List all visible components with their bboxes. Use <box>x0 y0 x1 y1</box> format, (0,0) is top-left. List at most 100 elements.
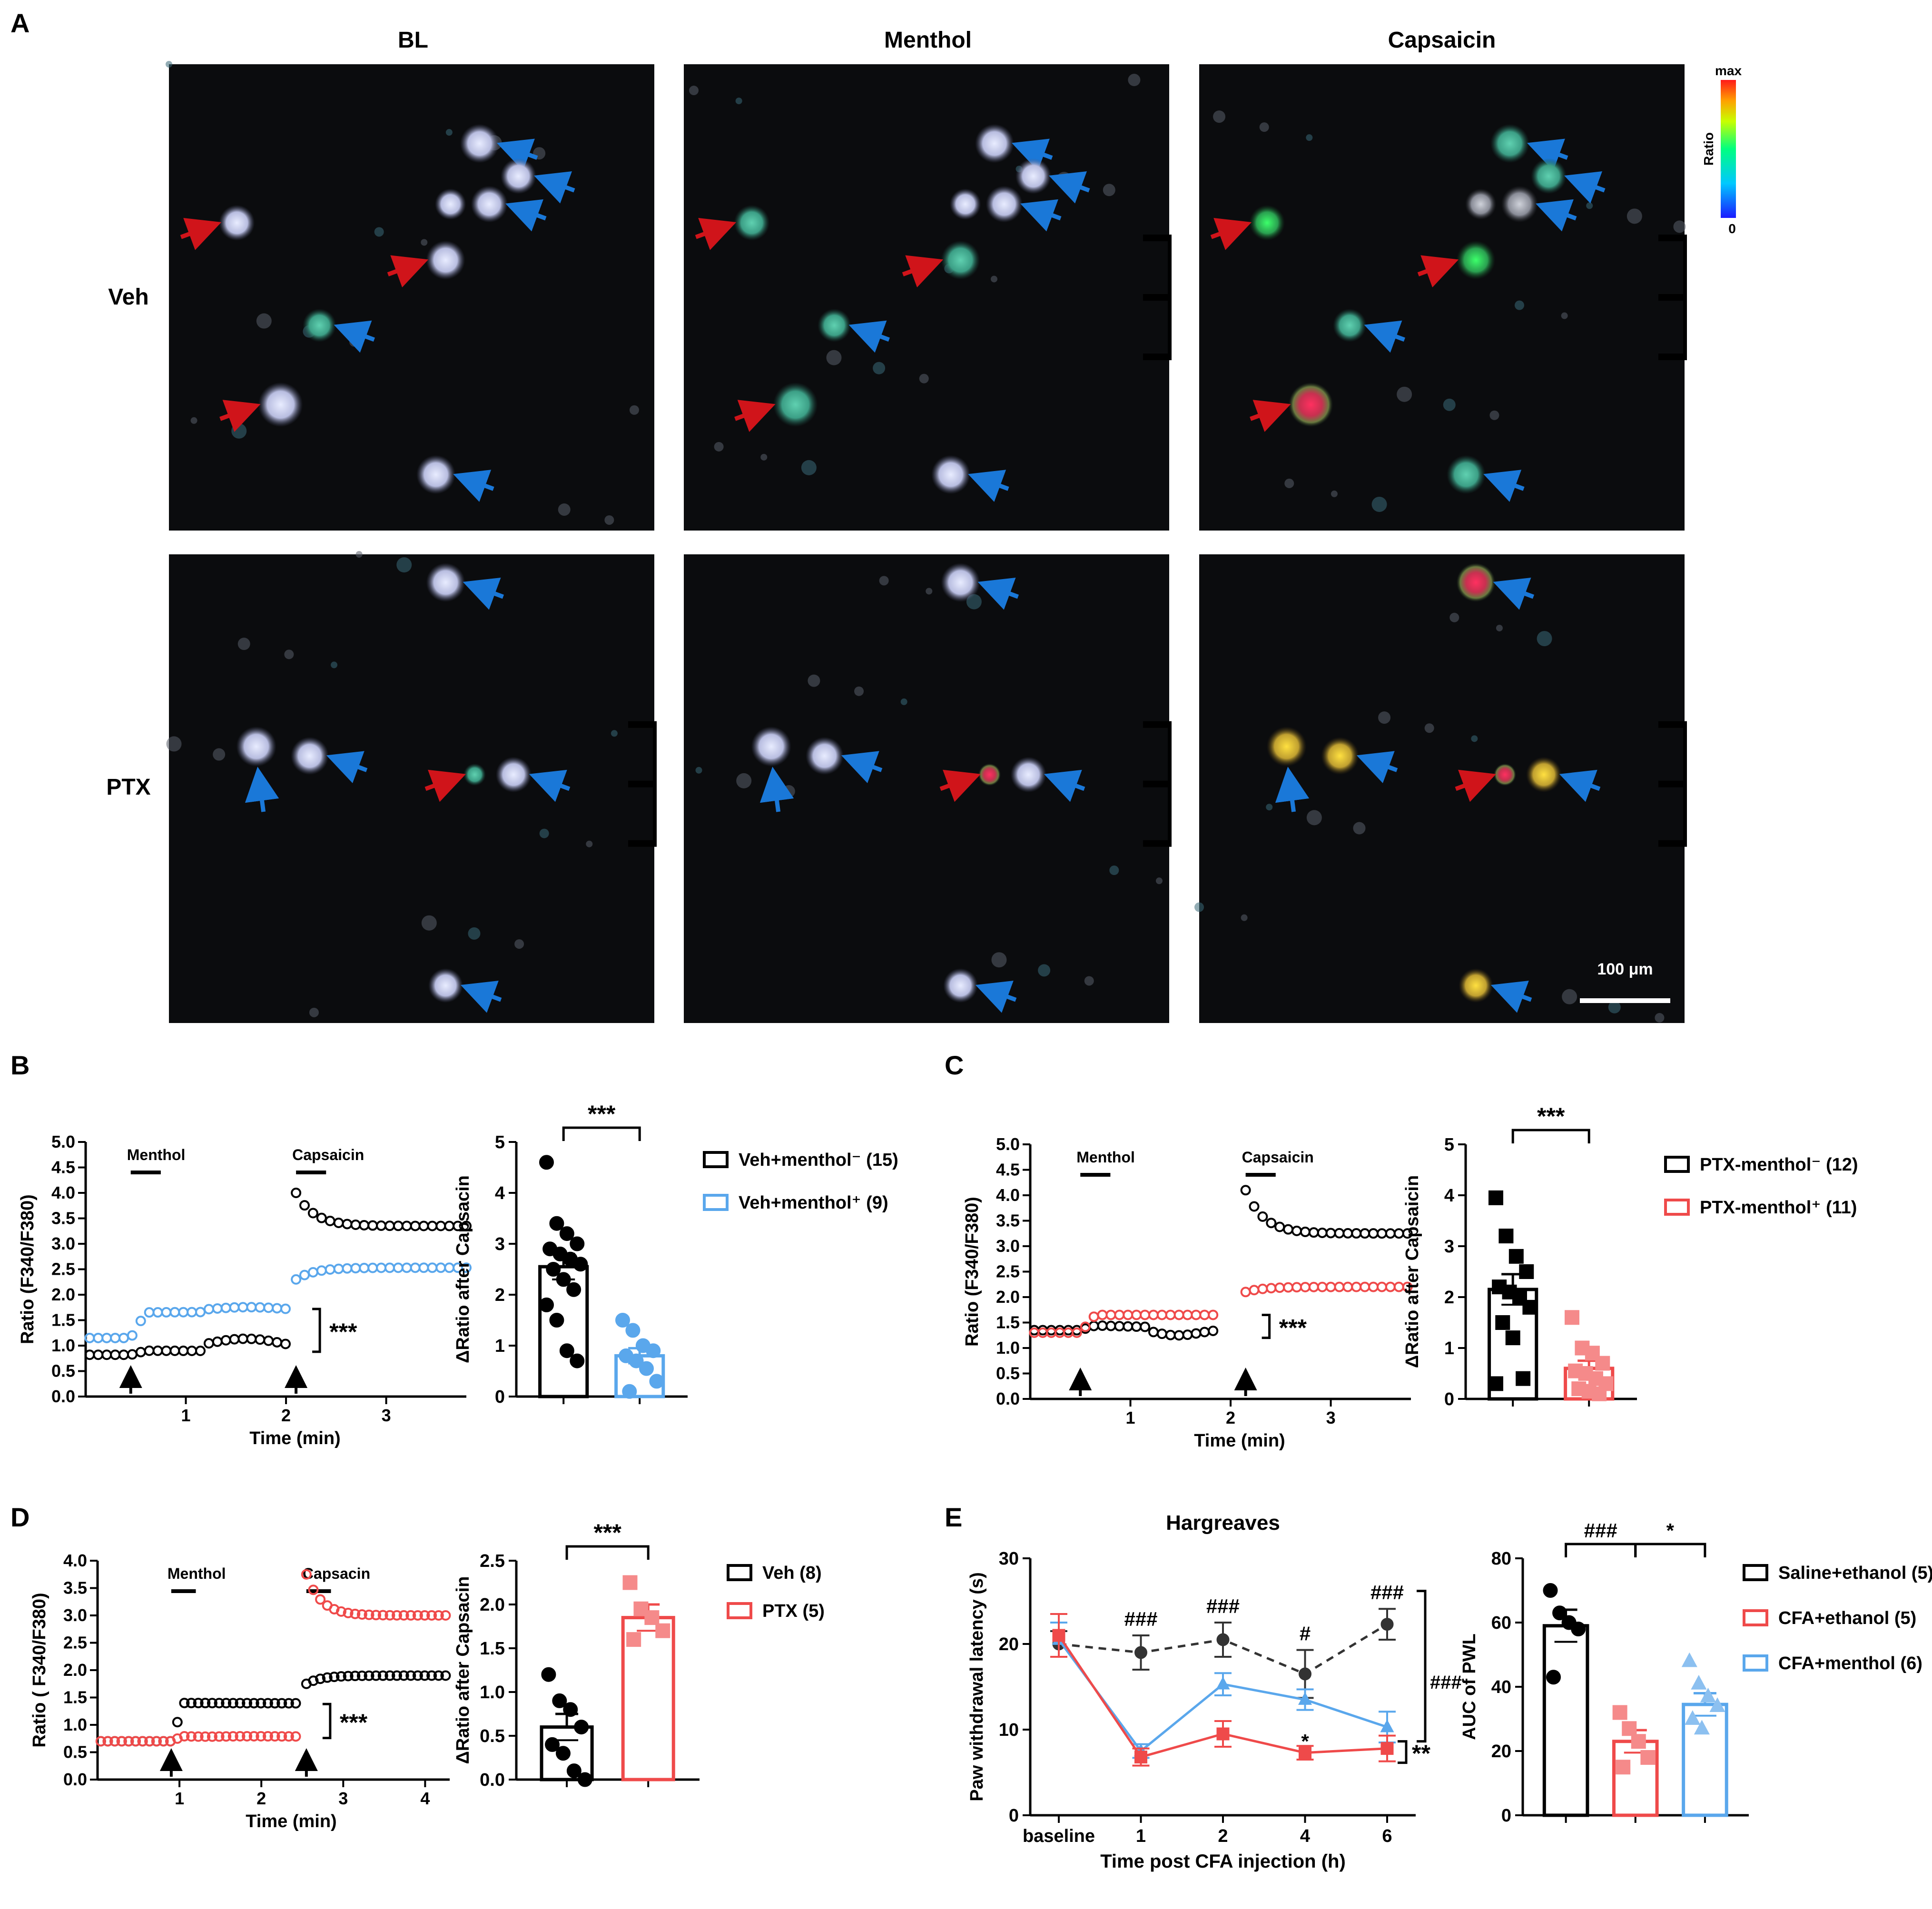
edge-tick <box>1143 840 1172 847</box>
annotation-label: ### <box>1206 1595 1240 1617</box>
debris-speck <box>1371 496 1387 512</box>
trace-point <box>1199 1327 1210 1338</box>
x-tick-label: 2 <box>1218 1826 1228 1846</box>
legend-swatch <box>1664 1199 1690 1216</box>
trace-point <box>1376 1281 1387 1292</box>
y-tick-label: 2.5 <box>51 1260 75 1279</box>
debris-speck <box>237 638 250 650</box>
trace-point <box>280 1303 291 1314</box>
trace-point <box>1123 1309 1134 1320</box>
trace-point <box>144 1307 155 1318</box>
debris-speck <box>1608 1001 1621 1014</box>
trace-point <box>299 1269 310 1280</box>
neuron-cell <box>1526 757 1562 793</box>
neuron-cell <box>949 188 981 220</box>
stimulus-label: Capsacin <box>303 1565 370 1582</box>
neuron-cell <box>1456 563 1496 602</box>
trace-point <box>1182 1329 1193 1340</box>
trace-point <box>1274 1282 1285 1293</box>
debris-speck <box>1213 110 1226 123</box>
debris-speck <box>1194 902 1204 912</box>
trace-point <box>435 1262 446 1273</box>
stimulus-bar <box>1080 1173 1111 1177</box>
neuron-cell <box>290 737 329 775</box>
trace-point <box>237 1333 248 1344</box>
trace-point <box>1283 1224 1294 1235</box>
blue-arrow <box>968 470 1009 502</box>
trace-point <box>1249 1201 1260 1212</box>
red-arrow <box>180 218 222 250</box>
debris-speck <box>1109 866 1119 876</box>
trace-point <box>393 1262 404 1273</box>
blue-arrow <box>1527 138 1568 171</box>
trace-point <box>1148 1309 1159 1320</box>
y-tick-label: 3.0 <box>996 1236 1020 1256</box>
edge-tick <box>1143 354 1172 360</box>
red-arrow <box>1250 400 1291 432</box>
legend-swatch <box>1664 1156 1690 1173</box>
trace-point <box>118 1349 129 1360</box>
trace-point <box>186 1698 197 1709</box>
debris-speck <box>1306 810 1322 826</box>
debris-speck <box>1038 964 1051 977</box>
trace-point <box>130 1736 141 1747</box>
trace-point <box>1291 1225 1302 1236</box>
neuron-cell <box>1494 763 1517 786</box>
debris-speck <box>736 773 752 788</box>
debris-speck <box>689 86 699 96</box>
data-point <box>555 1746 571 1761</box>
y-tick-label: 4.5 <box>996 1160 1020 1180</box>
trace-point <box>426 1610 437 1621</box>
trace-point <box>1325 1281 1336 1292</box>
trace-point <box>1385 1228 1396 1239</box>
trace-point <box>262 1731 273 1742</box>
scalebar-label: 100 μm <box>1597 960 1653 978</box>
y-tick-label: 30 <box>999 1549 1019 1569</box>
y-tick-label: 5.0 <box>996 1134 1020 1154</box>
edge-bracket <box>1168 238 1172 357</box>
trace-point <box>1173 1330 1184 1341</box>
trace-point <box>187 1307 197 1318</box>
trace-point <box>203 1304 214 1315</box>
trace-point <box>262 1698 273 1709</box>
trace-point <box>307 1267 318 1278</box>
data-point <box>552 1693 567 1708</box>
data-point <box>566 1763 582 1779</box>
trace-point <box>1291 1282 1302 1293</box>
trace-point <box>169 1307 180 1318</box>
annotation-label: ### <box>1370 1581 1404 1604</box>
debris-speck <box>1306 134 1313 141</box>
debris-speck <box>1655 1013 1665 1023</box>
red-arrow <box>219 400 261 432</box>
trace-point <box>315 1673 326 1684</box>
y-tick-label: 1.0 <box>996 1338 1020 1358</box>
trace-point <box>152 1345 163 1356</box>
data-point <box>545 1737 560 1752</box>
trace-point <box>109 1736 120 1747</box>
blue-arrow <box>1564 171 1606 204</box>
micrograph-background <box>1199 554 1685 1023</box>
y-tick-label: 0.5 <box>480 1726 505 1746</box>
trace-point <box>179 1731 190 1742</box>
y-axis-label: ΔRatio after Capsacin <box>453 1175 473 1363</box>
panel-a: A BL Menthol Capsaicin Veh PTX max 0 Rat… <box>10 8 1742 1023</box>
trace-point <box>221 1731 232 1742</box>
y-tick-label: 4 <box>495 1183 505 1203</box>
trace-point <box>405 1670 416 1681</box>
trace-point <box>178 1307 189 1318</box>
panel-letter-a: A <box>10 8 30 38</box>
debris-speck <box>1471 735 1478 742</box>
debris-speck <box>374 227 384 237</box>
debris-speck <box>421 915 437 931</box>
blue-arrow <box>977 577 1019 610</box>
panel-letter-d: D <box>10 1502 30 1532</box>
debris-speck <box>1378 711 1391 724</box>
debris-speck <box>1561 312 1568 319</box>
debris-speck <box>1266 804 1273 811</box>
legend-swatch <box>727 1602 752 1619</box>
data-point <box>625 1323 641 1338</box>
data-point <box>1592 1386 1607 1401</box>
edge-tick <box>1143 235 1172 241</box>
data-point <box>1516 1371 1531 1386</box>
red-arrow <box>1455 769 1497 802</box>
